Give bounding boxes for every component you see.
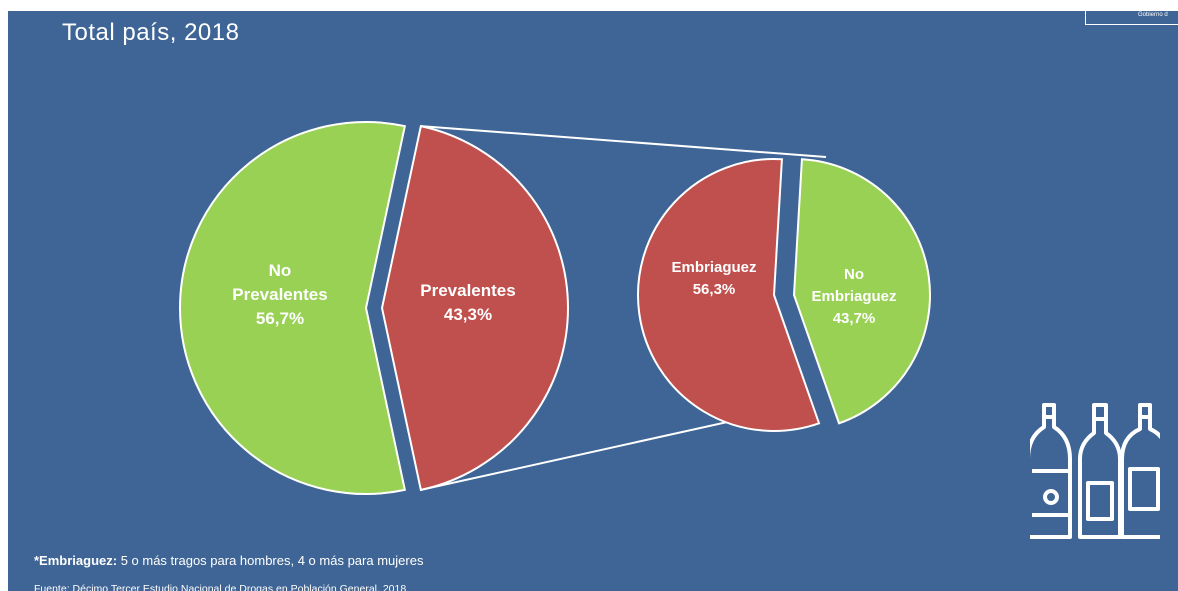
pie-chart: No Prevalentes 56,7% Prevalentes 43,3% Embria… [179, 121, 931, 495]
bottles-icon [1030, 403, 1160, 539]
label-embriaguez: Embriaguez 56,3% [671, 259, 756, 298]
pie-slice-no-prevalentes [179, 121, 407, 495]
pie-slice-embriaguez [637, 158, 821, 432]
label-no-prevalentes: No Prevalentes 56,7% [232, 261, 327, 328]
connector-line-bottom [420, 412, 769, 491]
label-no-embriaguez: No Embriaguez 43,7% [811, 266, 896, 327]
connector-line-top [420, 125, 827, 158]
footnote: *Embriaguez: 5 o más tragos para hombres… [34, 553, 423, 568]
government-logo [1085, 11, 1178, 25]
footnote-text: 5 o más tragos para hombres, 4 o más par… [117, 553, 424, 568]
pie-slice-no-embriaguez [792, 158, 931, 425]
pie-slice-prevalentes [380, 124, 569, 492]
source-note: Fuente: Décimo Tercer Estudio Nacional d… [34, 583, 407, 591]
label-prevalentes: Prevalentes 43,3% [420, 281, 515, 324]
footnote-term: *Embriaguez: [34, 553, 118, 568]
slide: Total país, 2018 Gobierno d No Prevalente… [8, 11, 1178, 591]
chart-subtitle: Total país, 2018 [62, 19, 240, 46]
government-logo-text: Gobierno d [1138, 12, 1168, 18]
